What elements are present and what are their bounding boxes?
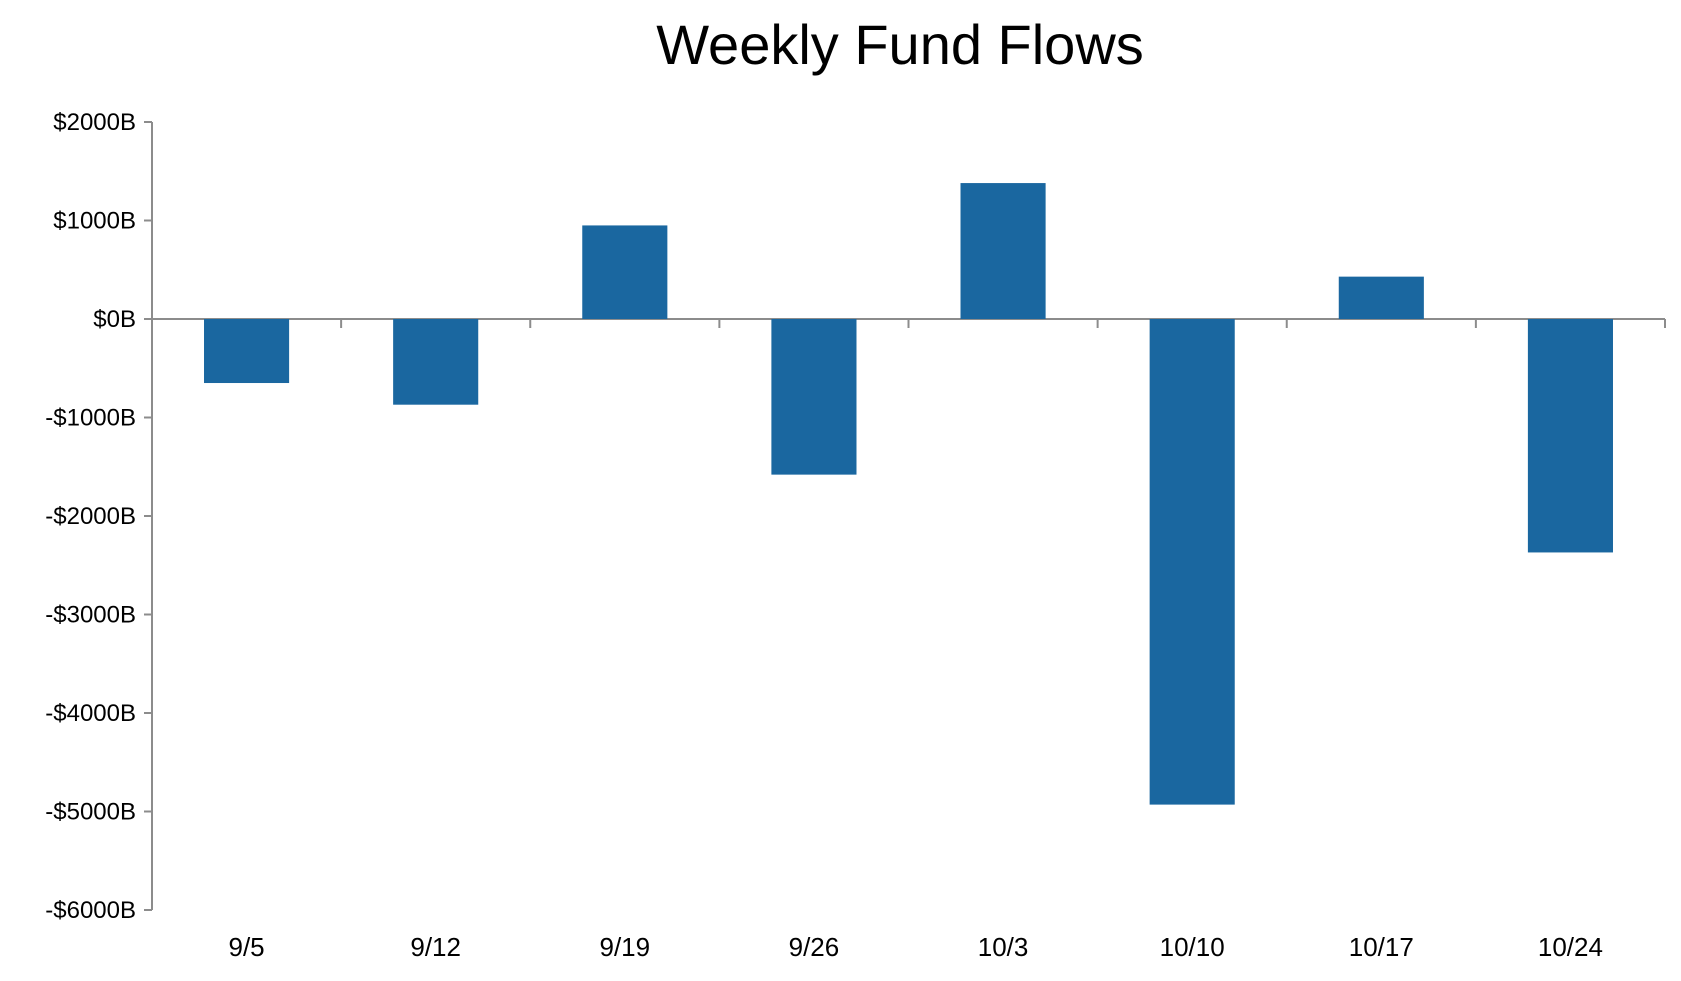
- y-tick-label: -$1000B: [45, 405, 136, 432]
- bar-10-3: [960, 183, 1046, 319]
- y-tick-label: -$4000B: [45, 700, 136, 727]
- x-category-label: 10/24: [1538, 932, 1603, 962]
- y-tick-label: $2000B: [53, 109, 136, 136]
- x-category-label: 10/10: [1160, 932, 1225, 962]
- bar-10-17: [1338, 276, 1424, 319]
- bars: [204, 183, 1613, 805]
- bar-10-24: [1527, 319, 1613, 553]
- bar-9-19: [582, 225, 668, 319]
- y-axis: $2000B $1000B $0B -$1000B -$2000B -$3000B -$40…: [45, 109, 153, 924]
- x-category-label: 10/3: [978, 932, 1029, 962]
- x-category-label: 9/26: [789, 932, 840, 962]
- bar-9-26: [771, 319, 857, 475]
- y-tick-label: -$5000B: [45, 799, 136, 826]
- y-tick-label: $1000B: [53, 208, 136, 235]
- y-tick-label: -$2000B: [45, 503, 136, 530]
- x-category-label: 9/12: [410, 932, 461, 962]
- x-axis: [152, 318, 1666, 328]
- bar-9-12: [393, 319, 479, 405]
- chart-title: Weekly Fund Flows: [656, 13, 1144, 76]
- bar-10-10: [1149, 319, 1235, 805]
- x-category-label: 9/5: [228, 932, 264, 962]
- bar-9-5: [204, 319, 290, 384]
- category-labels: 9/5 9/12 9/19 9/26 10/3 10/10 10/17 10/24: [228, 932, 1602, 962]
- y-tick-label: -$3000B: [45, 602, 136, 629]
- x-category-label: 10/17: [1349, 932, 1414, 962]
- y-tick-label: -$6000B: [45, 897, 136, 924]
- y-tick-label: $0B: [93, 306, 136, 333]
- x-category-label: 9/19: [600, 932, 651, 962]
